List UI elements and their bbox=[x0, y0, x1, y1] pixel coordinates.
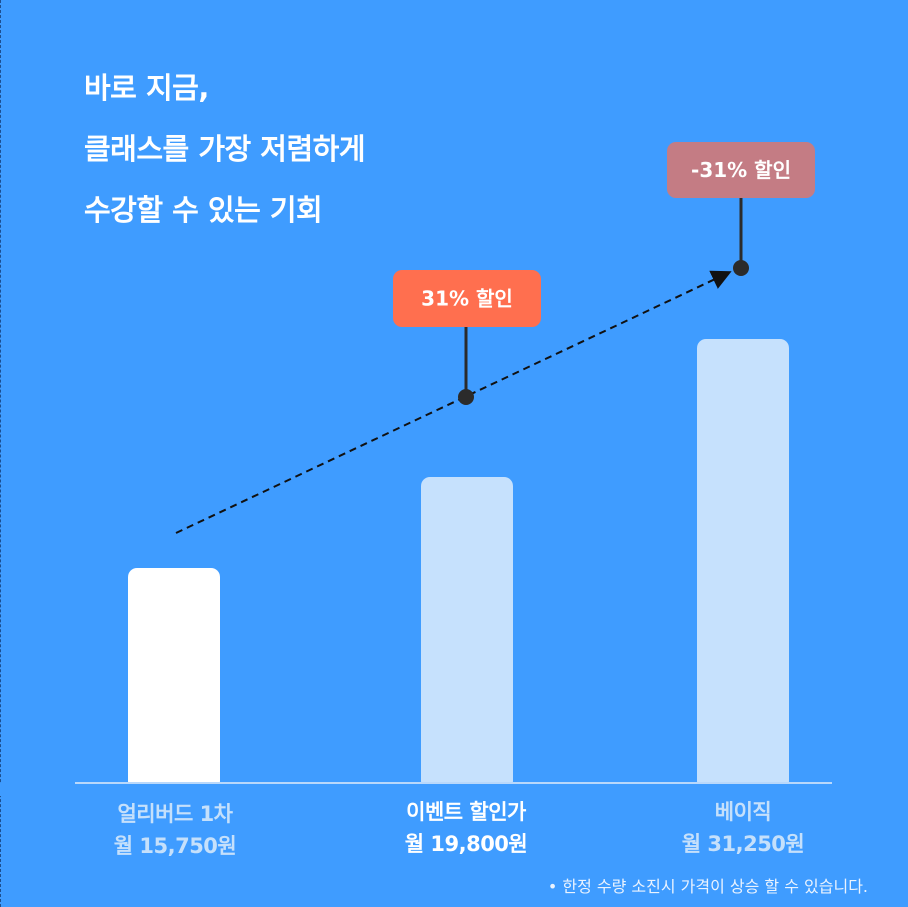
bar-1 bbox=[421, 477, 513, 790]
headline: 바로 지금, 클래스를 가장 저렴하게 수강할 수 있는 기회 bbox=[84, 58, 366, 241]
category-name: 얼리버드 1차 bbox=[117, 802, 233, 826]
headline-line-1: 바로 지금, bbox=[84, 71, 209, 105]
annotation-badge-1 bbox=[667, 142, 815, 198]
annotation-label-1: -31% 할인 bbox=[691, 158, 791, 182]
headline-line-3: 수강할 수 있는 기회 bbox=[84, 193, 323, 227]
bar-mask bbox=[0, 784, 908, 796]
headline-line-2: 클래스를 가장 저렴하게 bbox=[84, 132, 366, 166]
annotation-label-0: 31% 할인 bbox=[421, 287, 513, 311]
bar-0 bbox=[128, 568, 220, 790]
footnote: • 한정 수량 소진시 가격이 상승 할 수 있습니다. bbox=[547, 877, 868, 896]
price-label: 월 31,250원 bbox=[681, 832, 805, 856]
price-label: 월 15,750원 bbox=[113, 834, 237, 858]
price-label: 월 19,800원 bbox=[404, 832, 528, 856]
category-name: 베이직 bbox=[714, 800, 772, 824]
annotation-badge-0 bbox=[393, 270, 541, 327]
bar-2 bbox=[697, 339, 789, 790]
annotation-dot-0 bbox=[458, 389, 474, 405]
category-name: 이벤트 할인가 bbox=[406, 800, 526, 824]
left-dashed-border bbox=[0, 0, 1, 907]
annotation-dot-1 bbox=[733, 260, 749, 276]
trend-arrow bbox=[175, 270, 732, 534]
